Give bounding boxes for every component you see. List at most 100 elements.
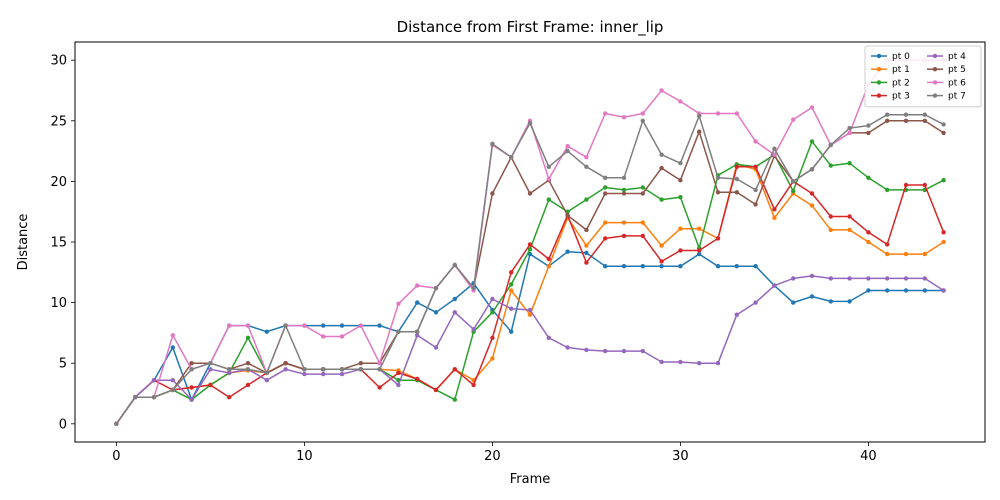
data-point xyxy=(170,345,175,350)
data-point xyxy=(415,300,420,305)
data-point xyxy=(415,329,420,334)
data-point xyxy=(903,251,909,257)
data-point xyxy=(396,301,401,306)
data-point xyxy=(339,371,345,377)
data-point xyxy=(753,139,758,144)
data-point xyxy=(922,182,927,188)
data-point xyxy=(659,152,664,157)
data-point xyxy=(509,155,514,160)
data-point xyxy=(433,285,439,291)
legend-item: pt 3 xyxy=(871,92,910,102)
data-point xyxy=(697,361,702,366)
legend-item: pt 4 xyxy=(927,52,966,62)
data-point xyxy=(189,361,194,366)
data-point xyxy=(715,190,721,195)
data-point xyxy=(227,367,232,372)
data-point xyxy=(734,111,739,116)
data-point xyxy=(809,167,815,172)
data-point xyxy=(809,203,815,208)
data-point xyxy=(715,111,721,116)
data-point xyxy=(302,371,307,377)
data-point xyxy=(753,264,758,269)
data-point xyxy=(640,118,645,124)
series-pt-4 xyxy=(114,273,946,426)
data-point xyxy=(302,323,307,328)
data-point xyxy=(358,323,363,328)
data-point xyxy=(640,220,645,225)
data-point xyxy=(527,191,533,196)
data-point xyxy=(640,185,645,190)
data-point xyxy=(358,367,363,372)
data-point xyxy=(584,227,589,233)
data-point xyxy=(133,395,138,400)
data-point xyxy=(321,323,326,328)
data-point xyxy=(621,264,627,269)
data-point xyxy=(415,376,420,382)
data-point xyxy=(603,175,608,180)
legend-item: pt 5 xyxy=(927,65,966,75)
data-point xyxy=(565,148,570,154)
data-point xyxy=(941,230,946,235)
data-point xyxy=(603,111,608,116)
data-point xyxy=(189,397,194,402)
data-point xyxy=(584,260,589,265)
data-point xyxy=(866,288,871,293)
data-point xyxy=(734,312,739,317)
legend-label: pt 0 xyxy=(892,52,910,62)
data-point xyxy=(358,361,363,366)
data-point xyxy=(227,323,232,328)
data-point xyxy=(565,144,570,149)
data-point xyxy=(772,152,777,157)
series-pt-7 xyxy=(114,112,946,426)
data-point xyxy=(866,175,871,180)
data-point xyxy=(809,139,815,144)
data-point xyxy=(471,382,476,388)
data-point xyxy=(903,182,909,188)
data-point xyxy=(659,243,664,248)
data-point xyxy=(584,243,589,248)
data-point xyxy=(621,233,627,239)
data-point xyxy=(659,264,664,269)
data-point xyxy=(809,191,815,196)
data-point xyxy=(452,310,457,315)
data-point xyxy=(471,327,476,332)
data-point xyxy=(941,130,946,136)
data-point xyxy=(847,130,852,136)
data-point xyxy=(791,300,796,305)
data-point xyxy=(791,179,796,184)
data-point xyxy=(715,175,721,180)
legend-marker xyxy=(932,53,938,59)
x-tick-label: 40 xyxy=(860,449,877,464)
data-point xyxy=(847,125,852,131)
legend-label: pt 4 xyxy=(948,52,966,62)
data-point xyxy=(809,294,815,299)
data-point xyxy=(678,264,683,269)
data-point xyxy=(584,250,589,256)
data-point xyxy=(903,118,909,124)
data-point xyxy=(659,259,664,264)
data-point xyxy=(715,264,721,269)
data-point xyxy=(527,312,533,317)
legend-box xyxy=(864,45,982,108)
data-point xyxy=(452,296,457,302)
data-point xyxy=(885,118,890,124)
legend-label: pt 6 xyxy=(948,78,966,88)
data-point xyxy=(885,242,890,247)
data-point xyxy=(264,329,269,334)
data-point xyxy=(791,276,796,281)
data-point xyxy=(734,264,739,269)
data-point xyxy=(828,276,833,281)
data-point xyxy=(603,220,608,225)
data-point xyxy=(396,382,401,388)
x-tick-label: 30 xyxy=(672,449,689,464)
data-point xyxy=(565,345,570,350)
data-point xyxy=(791,117,796,122)
data-point xyxy=(339,323,345,328)
data-point xyxy=(678,359,683,365)
legend-marker xyxy=(876,80,882,85)
data-point xyxy=(603,185,608,190)
legend-marker xyxy=(932,93,938,98)
data-point xyxy=(847,161,852,166)
data-point xyxy=(546,176,551,182)
data-point xyxy=(527,242,533,247)
